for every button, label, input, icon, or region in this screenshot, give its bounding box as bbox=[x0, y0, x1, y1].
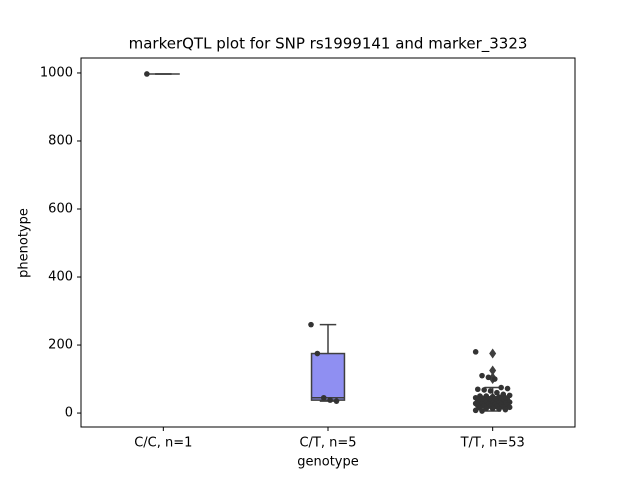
strip-point bbox=[479, 372, 485, 379]
strip-point bbox=[506, 392, 513, 399]
x-tick-label: C/T, n=5 bbox=[299, 436, 356, 451]
chart-title: markerQTL plot for SNP rs1999141 and mar… bbox=[129, 35, 528, 54]
strip-point bbox=[472, 349, 479, 355]
strip-point bbox=[479, 408, 485, 414]
strip-point bbox=[314, 350, 321, 357]
y-tick-label: 800 bbox=[48, 133, 73, 148]
y-tick-label: 0 bbox=[65, 406, 73, 421]
y-tick-label: 1000 bbox=[40, 65, 73, 80]
strip-point bbox=[491, 376, 498, 382]
box bbox=[310, 352, 346, 401]
strip-point bbox=[485, 374, 492, 381]
strip-point bbox=[489, 405, 496, 412]
strip-point bbox=[308, 321, 314, 328]
strip-point bbox=[144, 71, 150, 77]
strip-point bbox=[494, 389, 500, 396]
x-axis-label: genotype bbox=[297, 455, 358, 470]
y-tick-label: 600 bbox=[48, 202, 73, 217]
y-axis-label: phenotype bbox=[17, 208, 32, 278]
x-tick-label: T/T, n=53 bbox=[460, 436, 525, 451]
outlier bbox=[489, 365, 497, 376]
strip-point bbox=[496, 406, 502, 412]
strip-point bbox=[483, 405, 490, 412]
strip-point bbox=[320, 394, 327, 401]
strip-point bbox=[502, 406, 509, 413]
strip-point bbox=[498, 384, 504, 391]
strip-point bbox=[487, 388, 494, 394]
strip-point bbox=[481, 387, 487, 393]
outlier bbox=[489, 348, 497, 359]
y-tick-label: 200 bbox=[48, 338, 73, 353]
y-tick-label: 400 bbox=[48, 270, 73, 285]
strip-point bbox=[474, 386, 481, 393]
strip-point bbox=[327, 397, 333, 403]
strip-point bbox=[504, 385, 511, 392]
strip-point bbox=[333, 398, 340, 404]
x-tick-label: C/C, n=1 bbox=[134, 436, 192, 451]
strip-point bbox=[472, 407, 479, 414]
strip-point bbox=[506, 404, 513, 411]
